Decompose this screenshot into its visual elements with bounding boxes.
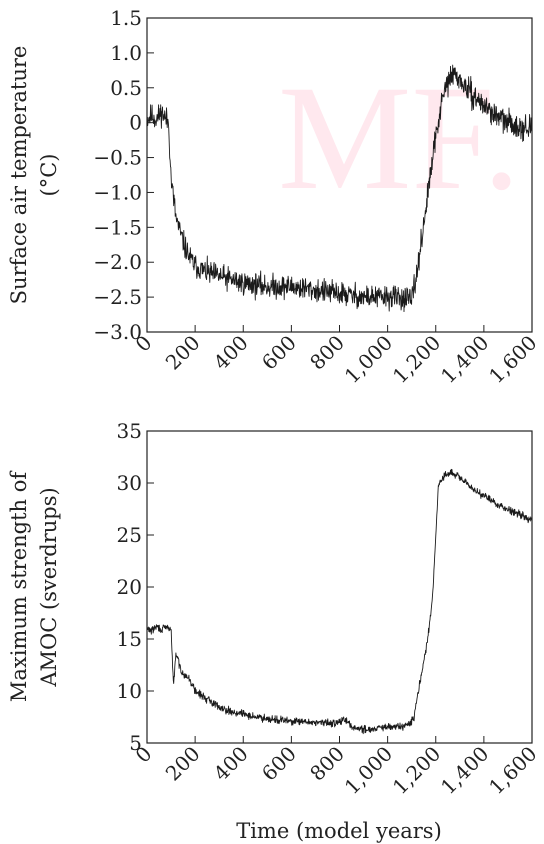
series-line xyxy=(146,468,533,735)
x-tick-label: 200 xyxy=(161,742,205,786)
y-tick-label: 1.0 xyxy=(110,41,142,65)
y-tick-label: 5 xyxy=(129,731,142,755)
y-tick-label: −2.5 xyxy=(93,285,142,309)
x-tick-label: 400 xyxy=(209,331,253,375)
y-tick-label: −1.0 xyxy=(93,180,142,204)
x-tick-label: 1,200 xyxy=(388,331,445,388)
y-axis-label-line: Maximum strength of xyxy=(7,470,31,703)
x-tick-label: 1,000 xyxy=(340,331,397,388)
x-tick-label: 1,400 xyxy=(436,331,493,388)
x-tick-label: 1,200 xyxy=(388,742,445,799)
y-axis-label-line: (°C) xyxy=(37,154,61,197)
x-tick-label: 0 xyxy=(131,742,157,768)
series-line xyxy=(146,64,533,313)
y-tick-label: −3.0 xyxy=(93,320,142,344)
y-tick-label: −0.5 xyxy=(93,146,142,170)
x-tick-label: 1,600 xyxy=(484,742,541,799)
x-tick-label: 400 xyxy=(209,742,253,786)
y-tick-label: 0 xyxy=(129,111,142,135)
y-tick-label: −1.5 xyxy=(93,215,142,239)
y-tick-label: −2.0 xyxy=(93,250,142,274)
x-tick-label: 1,600 xyxy=(484,331,541,388)
x-tick-label: 600 xyxy=(257,331,301,375)
x-tick-label: 1,400 xyxy=(436,742,493,799)
watermark: MF. xyxy=(278,55,520,221)
y-tick-label: 10 xyxy=(117,679,142,703)
x-axis-label: Time (model years) xyxy=(236,819,442,843)
y-axis-label-line: AMOC (sverdrups) xyxy=(37,487,61,687)
y-tick-label: 15 xyxy=(117,627,142,651)
y-axis-label-line: Surface air temperature xyxy=(7,46,31,305)
x-tick-label: 0 xyxy=(131,331,157,357)
x-tick-label: 1,000 xyxy=(340,742,397,799)
y-tick-label: 25 xyxy=(117,523,142,547)
x-tick-label: 600 xyxy=(257,742,301,786)
y-tick-label: 1.5 xyxy=(110,6,142,30)
y-tick-label: 20 xyxy=(117,575,142,599)
x-tick-label: 200 xyxy=(161,331,205,375)
y-tick-label: 0.5 xyxy=(110,76,142,100)
y-tick-label: 30 xyxy=(117,471,142,495)
y-tick-label: 35 xyxy=(117,419,142,443)
